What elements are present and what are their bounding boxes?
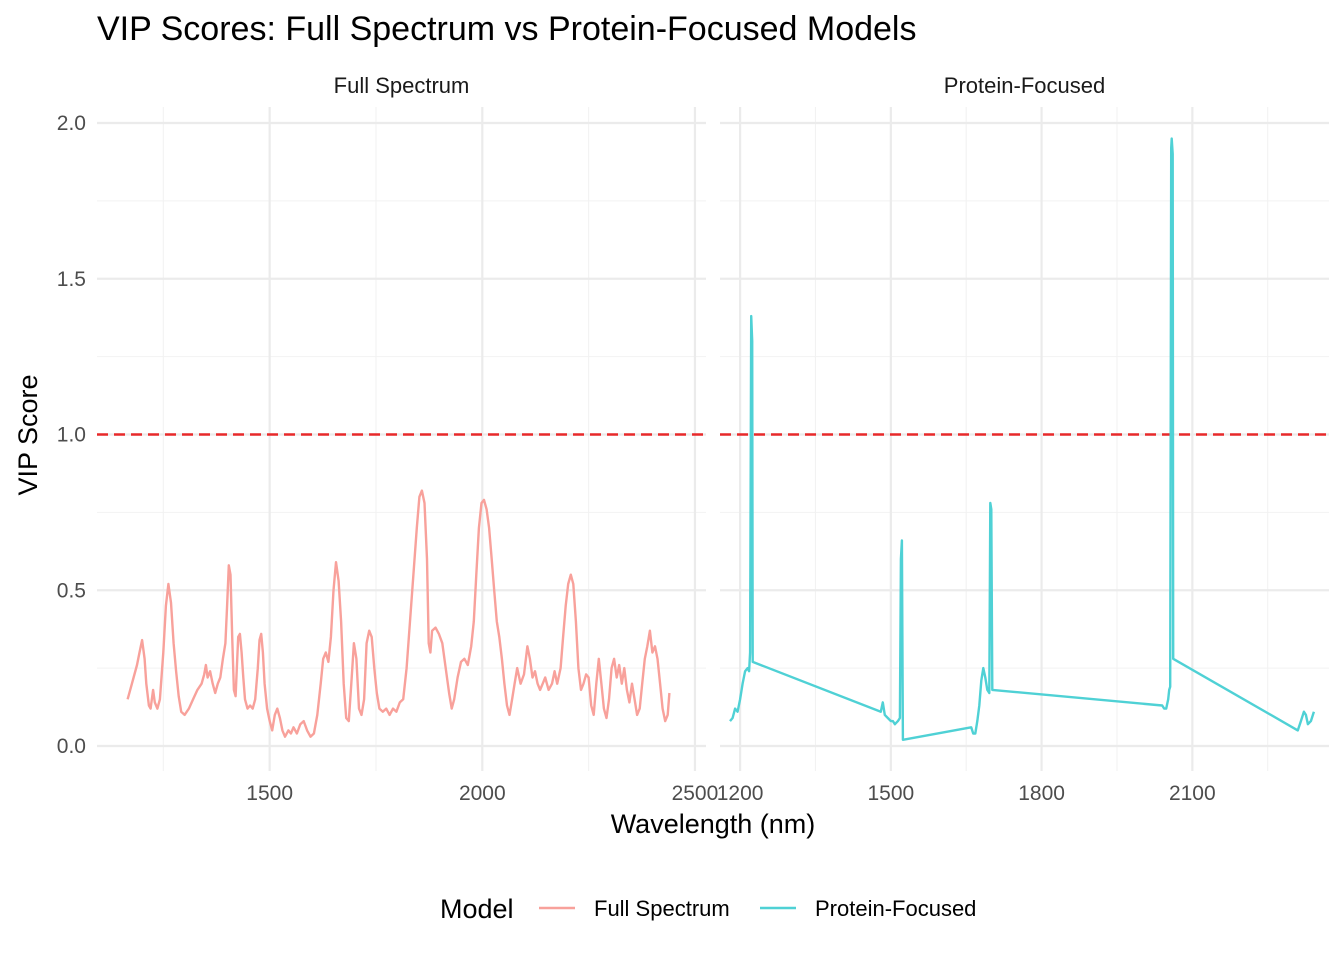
legend-label-full-spectrum: Full Spectrum [594, 896, 730, 921]
x-tick-label-protein-focused: 2100 [1169, 782, 1216, 805]
facet-label-full-spectrum: Full Spectrum [334, 73, 470, 98]
minor-grid-protein-focused [720, 107, 1329, 771]
y-tick-labels: 0.0 0.5 1.0 1.5 2.0 [57, 112, 86, 758]
legend-label-protein-focused: Protein-Focused [815, 896, 976, 921]
series-line-protein-focused [729, 137, 1316, 741]
x-tick-labels-full-spectrum: 1500 2000 2500 [246, 782, 718, 805]
y-tick-label: 2.0 [57, 112, 86, 135]
x-tick-label-full-spectrum: 2000 [459, 782, 506, 805]
y-tick-label: 0.0 [57, 735, 86, 758]
x-tick-label-full-spectrum: 2500 [672, 782, 719, 805]
chart-title: VIP Scores: Full Spectrum vs Protein-Foc… [97, 10, 916, 48]
y-tick-label: 0.5 [57, 579, 86, 602]
facet-protein-focused: Protein-Focused 1200 1500 1800 2100 [717, 73, 1329, 805]
x-axis-title: Wavelength (nm) [611, 809, 816, 839]
x-tick-label-full-spectrum: 1500 [246, 782, 293, 805]
y-tick-label: 1.5 [57, 268, 86, 291]
major-grid-full-spectrum [97, 107, 706, 771]
legend: Model Full Spectrum Protein-Focused [440, 894, 976, 924]
facet-full-spectrum: Full Spectrum 1500 2000 2500 [97, 73, 718, 805]
facet-label-protein-focused: Protein-Focused [944, 73, 1105, 98]
x-tick-label-protein-focused: 1200 [717, 782, 764, 805]
series-line-full-spectrum [126, 489, 671, 738]
x-tick-labels-protein-focused: 1200 1500 1800 2100 [717, 782, 1216, 805]
x-tick-label-protein-focused: 1800 [1018, 782, 1065, 805]
minor-grid-full-spectrum [97, 107, 706, 771]
x-tick-label-protein-focused: 1500 [867, 782, 914, 805]
y-axis-title: VIP Score [13, 374, 43, 495]
y-tick-label: 1.0 [57, 424, 86, 447]
major-grid-protein-focused [720, 107, 1329, 771]
legend-title: Model [440, 894, 514, 924]
